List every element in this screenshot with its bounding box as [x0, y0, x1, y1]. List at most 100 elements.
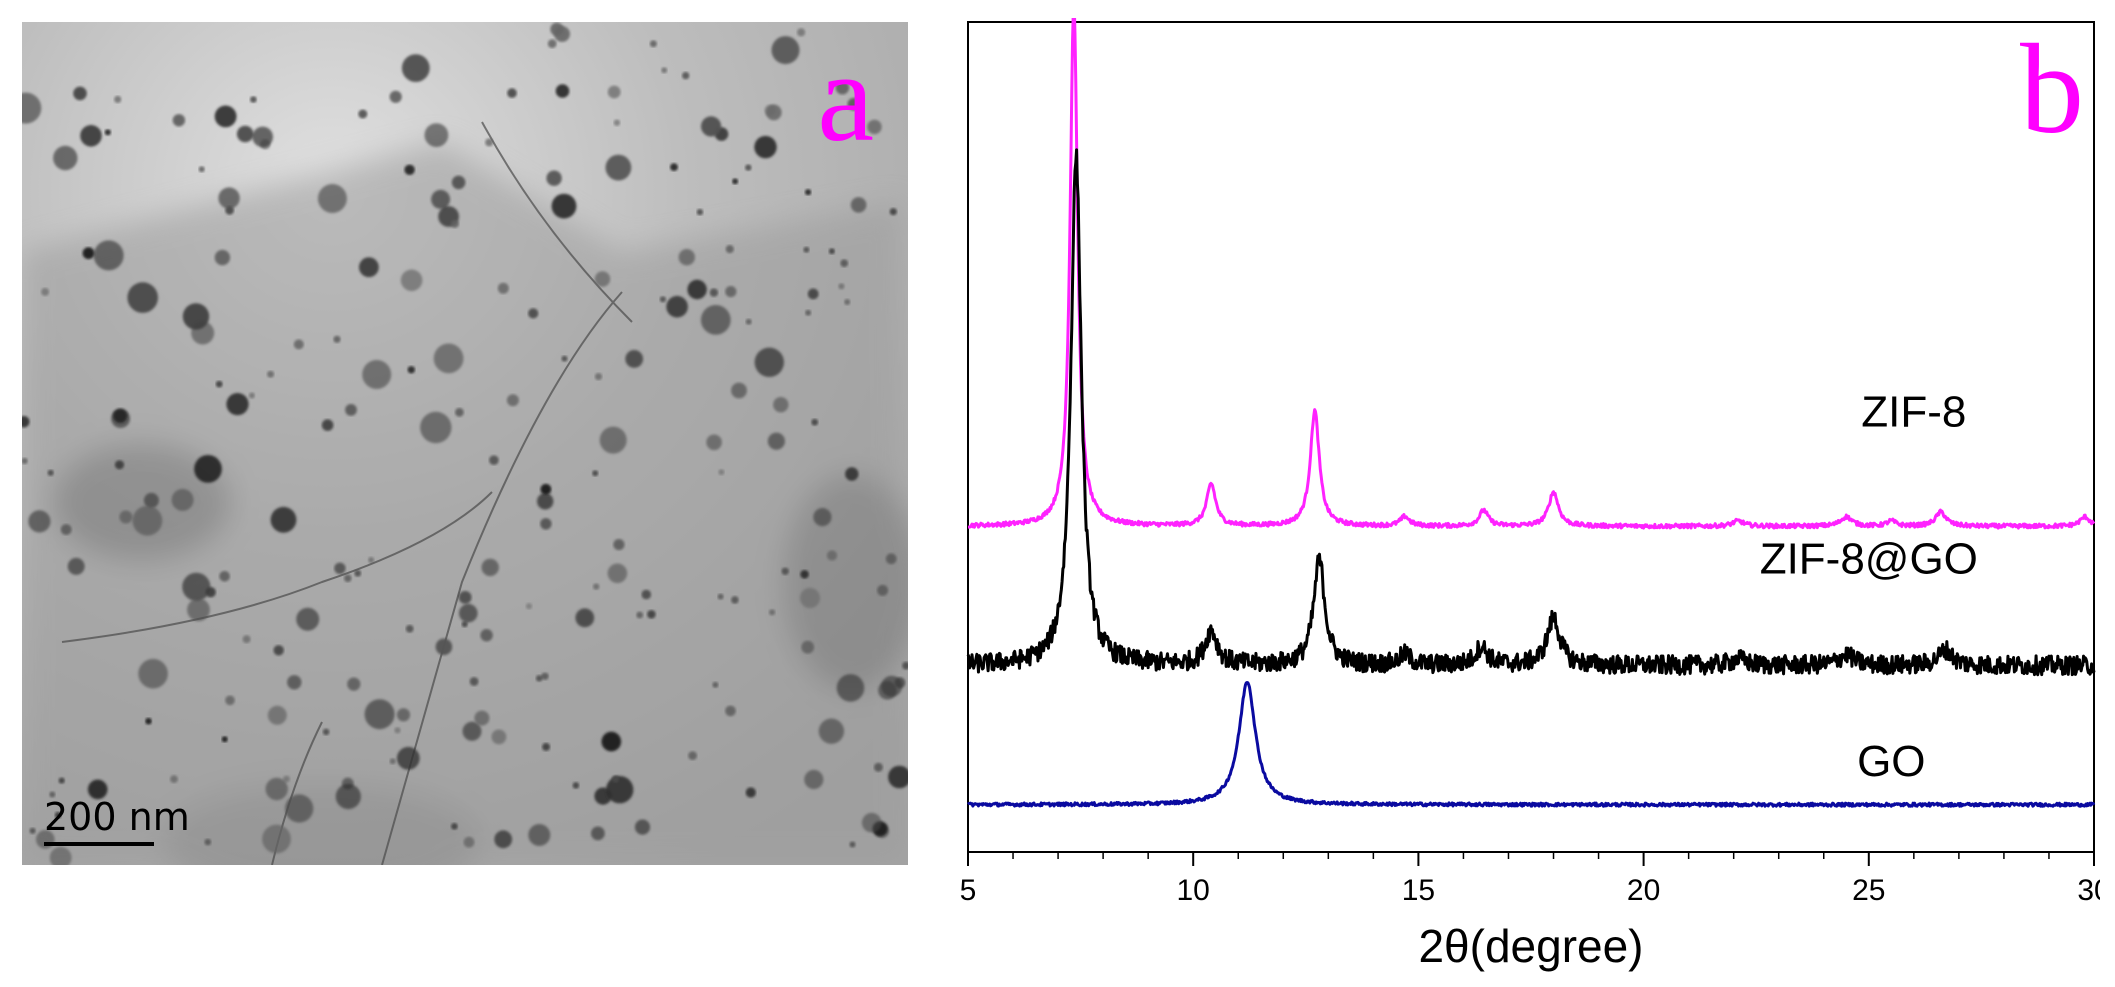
- nanoparticle: [605, 154, 632, 181]
- nanoparticle: [248, 392, 255, 399]
- nanoparticle: [725, 286, 737, 298]
- nanoparticle: [607, 85, 621, 99]
- nanoparticle: [333, 335, 341, 343]
- nanoparticle: [712, 681, 719, 688]
- nanoparticle: [771, 36, 800, 65]
- nanoparticle: [481, 558, 499, 577]
- nanoparticle: [236, 125, 254, 143]
- nanoparticle: [485, 138, 494, 147]
- x-tick-label: 20: [1627, 874, 1660, 907]
- nanoparticle: [22, 416, 30, 428]
- nanoparticle: [797, 28, 806, 37]
- series-label: ZIF-8: [1861, 387, 1966, 436]
- nanoparticle: [838, 283, 845, 290]
- nanoparticle: [613, 539, 625, 551]
- scale-bar-label: 200 nm: [44, 795, 190, 839]
- nanoparticle: [575, 608, 595, 628]
- nanoparticle: [433, 343, 464, 374]
- nanoparticle: [636, 611, 644, 619]
- nanoparticle: [341, 777, 354, 790]
- nanoparticle: [172, 114, 186, 127]
- nanoparticle: [507, 88, 517, 98]
- nanoparticle: [818, 718, 845, 744]
- nanoparticle: [215, 380, 223, 388]
- nanoparticle: [285, 794, 314, 823]
- nanoparticle: [459, 603, 478, 623]
- x-tick-label: 10: [1177, 874, 1210, 907]
- nanoparticle: [528, 824, 551, 846]
- nanoparticle: [267, 705, 287, 725]
- nanoparticle: [849, 841, 856, 848]
- series-label: GO: [1857, 737, 1925, 786]
- nanoparticle: [606, 776, 634, 804]
- nanoparticle: [404, 164, 415, 175]
- nanoparticle: [198, 166, 205, 173]
- series-line-zif-8-go: [966, 148, 2096, 677]
- nanoparticle: [226, 393, 249, 416]
- nanoparticle: [725, 245, 734, 254]
- nanoparticle: [546, 170, 562, 186]
- xrd-chart: 5 10 15 20 25 30 ZIF-8 ZIF-8@GO GO b 2θ(degree): [960, 18, 2100, 972]
- nanoparticle: [93, 240, 124, 271]
- nanoparticle: [80, 125, 102, 147]
- nanoparticle: [828, 248, 835, 255]
- nanoparticle: [666, 295, 688, 318]
- nanoparticle: [242, 635, 251, 644]
- nanoparticle: [709, 288, 719, 297]
- nanoparticle: [22, 457, 28, 465]
- nanoparticle: [561, 355, 568, 362]
- nanoparticle: [214, 249, 231, 266]
- nanoparticle: [547, 39, 557, 49]
- series-labels: ZIF-8 ZIF-8@GO GO: [1760, 387, 1978, 785]
- nanoparticle: [706, 434, 722, 451]
- nanoparticle: [535, 675, 543, 682]
- nanoparticle: [670, 163, 678, 172]
- nanoparticle: [769, 609, 776, 616]
- nanoparticle: [591, 826, 605, 841]
- nanoparticle: [594, 271, 611, 287]
- panel-letter-a: a: [817, 26, 874, 168]
- nanoparticle: [60, 524, 72, 535]
- nanoparticle: [127, 282, 158, 313]
- nanoparticle: [317, 184, 347, 213]
- nanoparticle: [218, 187, 240, 209]
- nanoparticle: [451, 175, 466, 190]
- nanoparticle: [396, 708, 411, 722]
- nanoparticle: [87, 779, 108, 800]
- nanoparticle: [344, 574, 352, 583]
- nanoparticle: [805, 189, 812, 196]
- nanoparticle: [114, 95, 122, 103]
- nanoparticle: [49, 791, 56, 798]
- nanoparticle: [799, 587, 821, 609]
- nanoparticle: [541, 672, 549, 680]
- nanoparticle: [450, 219, 459, 228]
- nanoparticle: [187, 598, 210, 622]
- nanoparticle: [463, 836, 475, 848]
- nanoparticle: [773, 397, 789, 413]
- nanoparticle: [607, 563, 628, 584]
- nanoparticle: [53, 145, 78, 171]
- nanoparticle: [73, 86, 87, 101]
- nanoparticle: [389, 90, 402, 103]
- nanoparticle: [803, 246, 810, 253]
- nanoparticle: [389, 758, 396, 765]
- nanoparticle: [22, 92, 42, 124]
- nanoparticle: [491, 729, 507, 745]
- nanoparticle: [489, 455, 499, 466]
- nanoparticle: [345, 404, 357, 416]
- nanoparticle: [219, 571, 230, 582]
- nanoparticle: [132, 505, 163, 536]
- nanoparticle: [889, 208, 897, 216]
- x-tick-label: 30: [2077, 874, 2100, 907]
- x-tick-label: 5: [960, 874, 976, 907]
- nanoparticle: [287, 675, 302, 690]
- nanoparticle: [850, 197, 867, 213]
- nanoparticle: [368, 557, 375, 563]
- nanoparticle: [347, 677, 361, 691]
- nanoparticle: [731, 382, 747, 399]
- nanoparticle: [550, 22, 564, 36]
- tem-image-panel: a 200 nm: [22, 22, 908, 865]
- nanoparticle: [225, 205, 235, 215]
- series-layer: [966, 18, 2096, 808]
- nanoparticle: [29, 827, 36, 834]
